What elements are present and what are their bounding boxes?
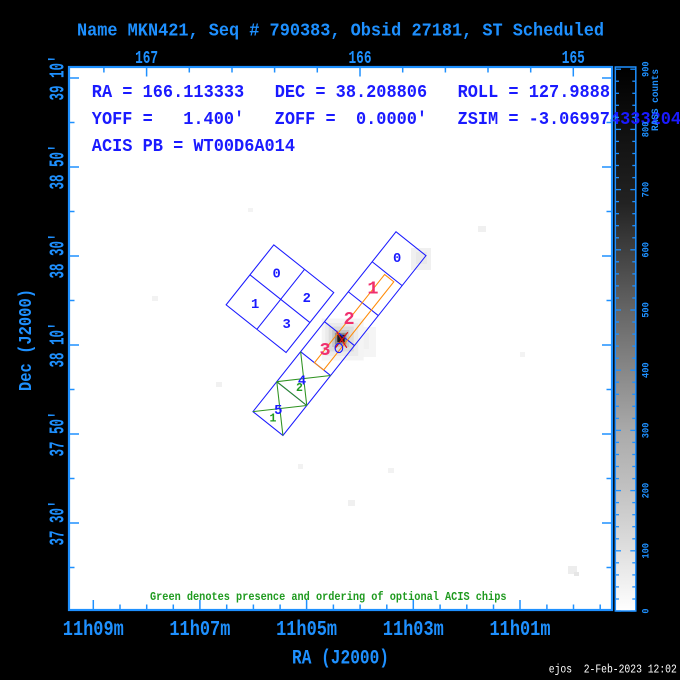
svg-text:500: 500 (641, 302, 652, 318)
svg-text:ejos 2-Feb-2023 12:02: ejos 2-Feb-2023 12:02 (549, 663, 677, 677)
svg-text:11h07m: 11h07m (169, 619, 230, 642)
svg-text:YOFF = 1.400' ZOFF = 0.00: YOFF = 1.400' ZOFF = 0.0000' ZSIM = -3.0… (92, 110, 680, 130)
svg-text:0: 0 (272, 268, 280, 283)
svg-text:38 10': 38 10' (48, 323, 71, 368)
svg-text:RASS counts: RASS counts (651, 69, 662, 131)
svg-text:5: 5 (274, 404, 282, 419)
svg-text:900: 900 (641, 61, 652, 77)
svg-text:700: 700 (641, 182, 652, 198)
svg-text:37 30': 37 30' (48, 501, 71, 546)
svg-text:11h01m: 11h01m (490, 619, 551, 642)
svg-text:38 30': 38 30' (48, 234, 71, 279)
svg-text:300: 300 (641, 423, 652, 439)
svg-text:ACIS PB = WT00D6A014: ACIS PB = WT00D6A014 (92, 137, 295, 157)
svg-text:39 10': 39 10' (48, 56, 71, 101)
svg-text:RA (J2000): RA (J2000) (292, 648, 389, 671)
svg-text:4: 4 (298, 375, 306, 390)
svg-text:1: 1 (367, 278, 378, 299)
svg-text:3: 3 (319, 340, 330, 361)
svg-text:37 50': 37 50' (48, 412, 71, 457)
svg-text:11h09m: 11h09m (63, 619, 124, 642)
svg-text:166: 166 (349, 49, 372, 69)
svg-text:400: 400 (641, 362, 652, 378)
svg-text:2: 2 (343, 309, 354, 330)
svg-text:3: 3 (283, 318, 291, 333)
svg-text:0: 0 (393, 252, 401, 267)
svg-text:600: 600 (641, 242, 652, 258)
svg-text:1: 1 (251, 298, 259, 313)
svg-text:100: 100 (641, 543, 652, 559)
svg-text:Green denotes presence and ord: Green denotes presence and ordering of o… (150, 590, 507, 604)
svg-text:0: 0 (641, 608, 652, 613)
svg-text:800: 800 (641, 122, 652, 138)
svg-text:165: 165 (562, 49, 585, 69)
svg-text:11h05m: 11h05m (276, 619, 337, 642)
svg-text:Name MKN421, Seq # 790383, Obs: Name MKN421, Seq # 790383, Obsid 27181, … (77, 21, 604, 42)
svg-text:2: 2 (296, 382, 303, 395)
svg-text:11h03m: 11h03m (383, 619, 444, 642)
svg-text:167: 167 (135, 49, 158, 69)
svg-text:38 50': 38 50' (48, 145, 71, 190)
svg-text:RA = 166.113333 DEC = 38.208: RA = 166.113333 DEC = 38.208806 ROLL = 1… (92, 83, 610, 103)
svg-text:200: 200 (641, 483, 652, 499)
svg-text:Dec (J2000): Dec (J2000) (17, 289, 37, 391)
svg-text:2: 2 (303, 292, 311, 307)
svg-text:1: 1 (269, 413, 276, 426)
